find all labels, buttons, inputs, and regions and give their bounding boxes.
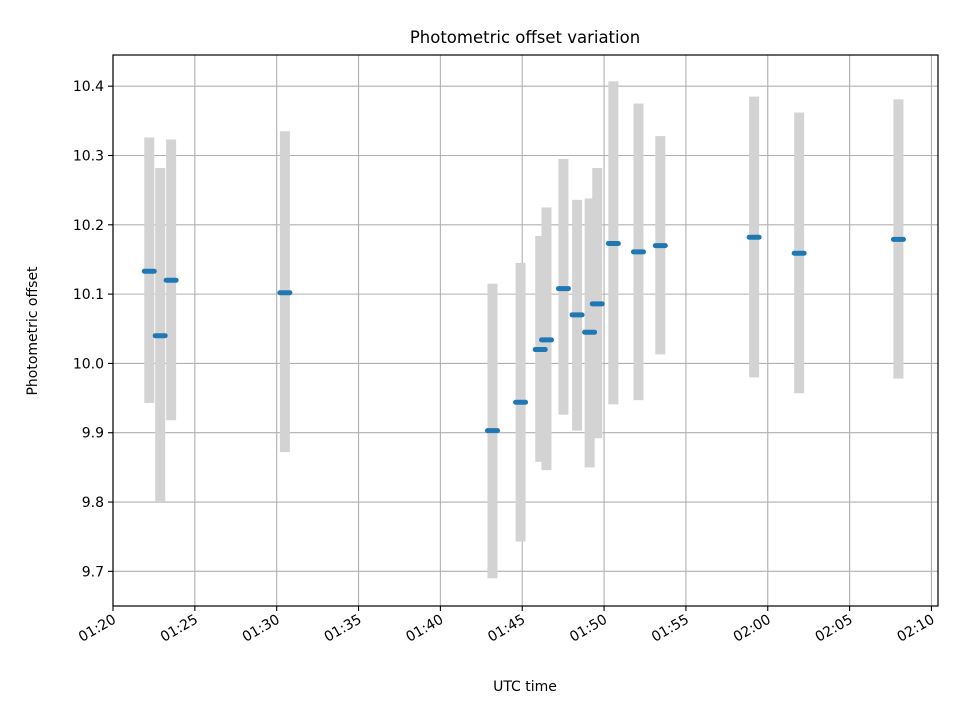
plot-frame [112,54,939,607]
y-axis-ticks: 9.7 9.8 9.9 10.0 10.1 10.2 10.3 10.4 [73,79,113,580]
x-tick-label: 02:10 [895,612,938,646]
x-tick-label: 01:35 [322,612,365,646]
chart-title: Photometric offset variation [410,28,640,47]
y-tick-label: 10.1 [73,287,104,303]
x-tick-label: 01:45 [485,612,528,646]
x-axis-label: UTC time [493,679,557,695]
y-tick-label: 10.2 [73,218,104,234]
x-tick-label: 01:20 [76,612,119,646]
x-tick-label: 01:30 [240,612,283,646]
y-tick-label: 10.4 [73,79,104,95]
x-tick-label: 01:50 [567,612,610,646]
x-axis-ticks: 01:20 01:25 01:30 01:35 01:40 01:45 01:50 01:55… [76,606,937,646]
y-tick-label: 9.7 [82,564,104,580]
x-tick-label: 01:40 [403,612,446,646]
y-tick-label: 9.9 [82,426,104,442]
data-points [141,234,906,434]
y-tick-label: 9.8 [82,495,104,511]
y-axis-label: Photometric offset [25,266,41,396]
x-tick-label: 01:55 [649,612,692,646]
x-tick-label: 01:25 [158,612,201,646]
x-tick-label: 02:05 [813,612,856,646]
x-tick-label: 02:00 [731,612,774,646]
y-tick-label: 10.0 [73,356,104,372]
y-tick-label: 10.3 [73,148,104,164]
